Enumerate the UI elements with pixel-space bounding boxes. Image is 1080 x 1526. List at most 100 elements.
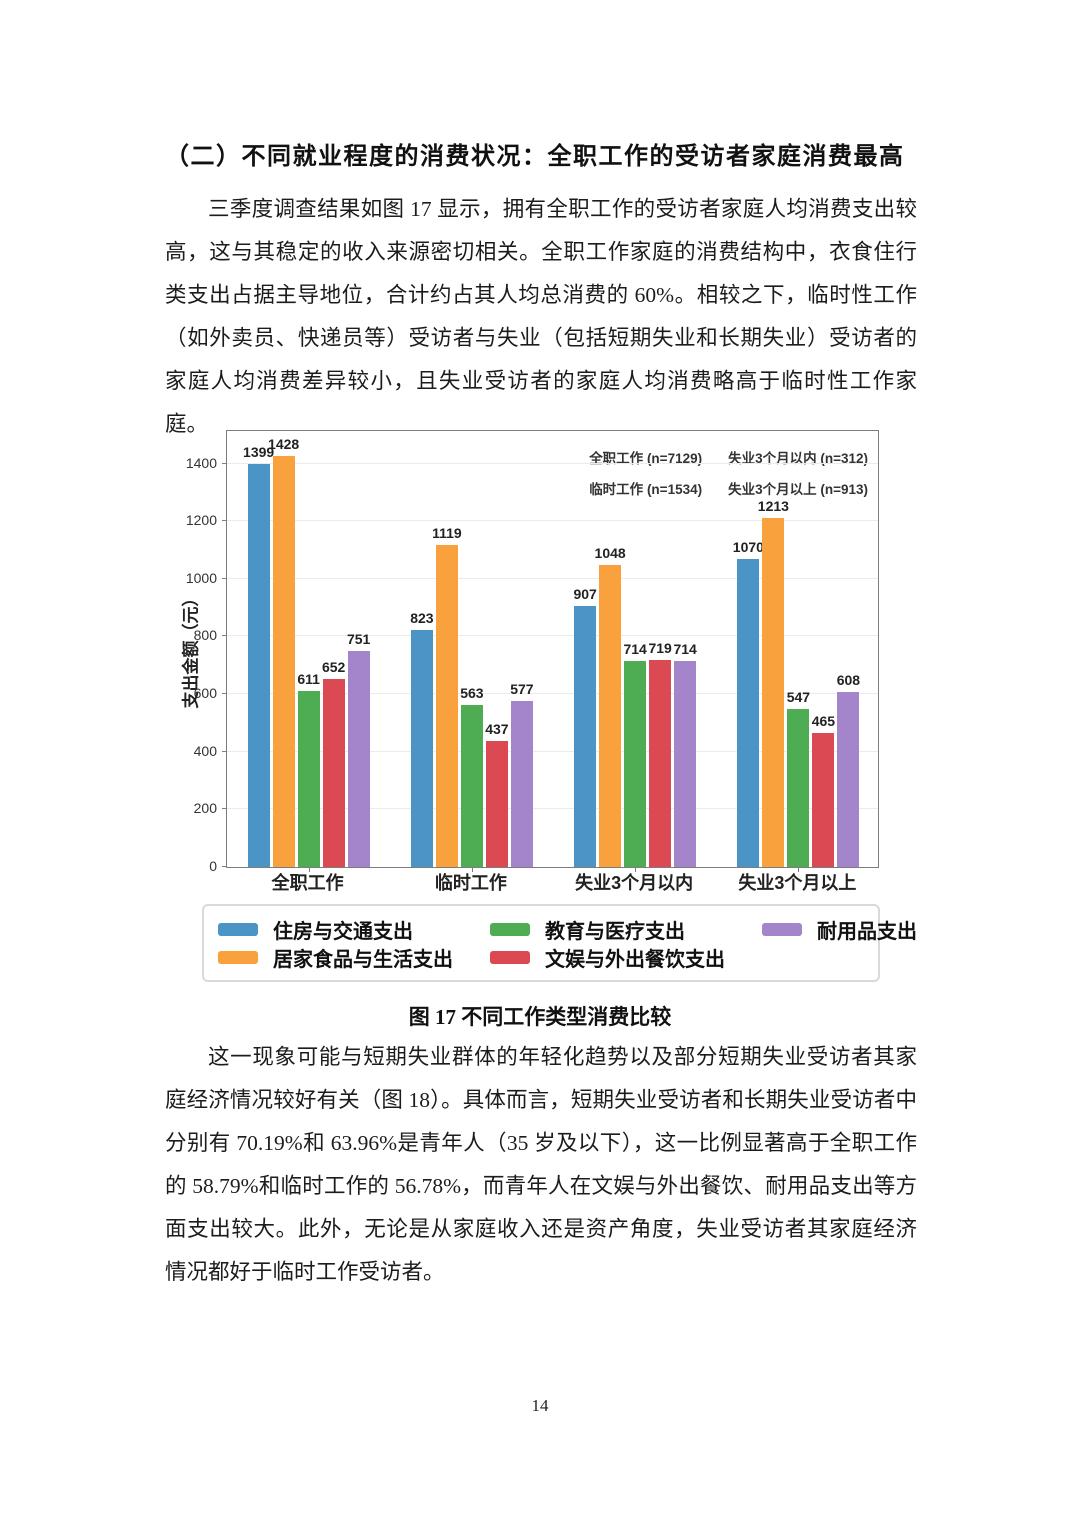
bar-居家食品与生活支出: 1428 [268, 436, 299, 867]
annotation-text: 全职工作 (n=7129) [589, 451, 703, 466]
bar [812, 733, 835, 867]
bar-value-label: 907 [573, 585, 597, 602]
bar-value-label: 1119 [432, 524, 462, 541]
y-tick-label: 1400 [185, 454, 217, 471]
bar [247, 463, 270, 867]
legend-label: 耐用品支出 [817, 920, 917, 943]
sample-size-annotation: 全职工作 (n=7129) 失业3个月以内 (n=312) 临时工作 (n=1534… [589, 447, 868, 498]
bar-value-label: 1399 [243, 443, 275, 460]
annotation-text: 临时工作 (n=1534) [589, 482, 703, 497]
y-tick-label: 600 [193, 685, 217, 702]
bar-value-label: 577 [510, 680, 534, 697]
legend-swatch [490, 922, 530, 936]
bar-value-label: 719 [648, 639, 672, 656]
bar-group: 1070 1213 547 465 608 [717, 431, 880, 867]
annotation-text: 失业3个月以上 (n=913) [728, 482, 868, 497]
x-tick-mark [798, 867, 800, 872]
gridline [227, 520, 878, 522]
y-tick-mark [222, 462, 227, 464]
chart-legend: 住房与交通支出 居家食品与生活支出 教育与医疗支出文娱与外出餐饮支出 耐用品支出 [202, 904, 917, 982]
legend-label: 文娱与外出餐饮支出 [545, 948, 725, 971]
x-category-label: 失业3个月以内 [575, 873, 694, 893]
bar-value-label: 714 [673, 641, 697, 658]
bar-文娱与外出餐饮支出: 437 [485, 721, 509, 867]
bar-value-label: 437 [485, 721, 509, 738]
gridline [227, 462, 878, 464]
chart-plot-area: 支出金额（元） 全职工作 (n=7129) 失业3个月以内 (n=312) 临时工作… [182, 430, 880, 874]
bar-教育与医疗支出: 714 [623, 641, 647, 867]
y-tick-mark [222, 520, 227, 522]
bar [460, 704, 483, 867]
bar-value-label: 611 [297, 670, 320, 687]
bar-value-label: 563 [460, 684, 484, 701]
bar-居家食品与生活支出: 1213 [758, 498, 789, 867]
x-category-label: 失业3个月以上 [738, 873, 857, 893]
paragraph-2: 这一现象可能与短期失业群体的年轻化趋势以及部分短期失业受访者其家庭经济情况较好有… [165, 1045, 917, 1284]
x-category-label: 全职工作 [271, 873, 344, 893]
legend-swatch [762, 922, 802, 936]
bar [272, 455, 295, 867]
bar [322, 679, 345, 867]
bar [649, 659, 672, 867]
legend-swatch [218, 922, 258, 936]
bar-value-label: 547 [786, 689, 811, 706]
bar-value-label: 608 [836, 671, 861, 688]
y-tick-label: 0 [209, 858, 217, 874]
bar-value-label: 714 [623, 641, 647, 658]
legend-item: 住房与交通支出 [218, 915, 490, 944]
gridline [227, 635, 878, 637]
annotation-text: 失业3个月以内 (n=312) [728, 451, 868, 466]
y-tick-mark [222, 693, 227, 695]
bar [837, 691, 860, 867]
x-tick-mark [635, 867, 637, 872]
legend-label: 住房与交通支出 [273, 920, 413, 943]
bar-文娱与外出餐饮支出: 652 [322, 659, 345, 867]
bar-value-label: 1048 [594, 545, 626, 561]
legend-item: 耐用品支出 [762, 915, 917, 944]
paragraph-1: 三季度调查结果如图 17 显示，拥有全职工作的受访者家庭人均消费支出较高，这与其… [165, 197, 917, 436]
gridline [227, 577, 878, 579]
y-tick-label: 1200 [185, 512, 217, 529]
bar-住房与交通支出: 1399 [243, 444, 274, 867]
legend-swatch [218, 950, 258, 964]
y-tick-label: 800 [193, 627, 217, 644]
bar-住房与交通支出: 823 [410, 610, 434, 867]
legend-item: 居家食品与生活支出 [218, 943, 490, 972]
bar-value-label: 465 [811, 713, 836, 729]
x-tick-mark [471, 867, 473, 872]
gridline [227, 693, 878, 695]
bar [599, 565, 622, 867]
bar-group: 907 1048 714 719 714 [554, 431, 717, 867]
x-tick-mark [308, 867, 310, 872]
y-tick-label: 1000 [185, 569, 217, 586]
legend-swatch [490, 950, 530, 964]
bar-教育与医疗支出: 547 [787, 689, 810, 867]
bar-居家食品与生活支出: 1119 [432, 525, 462, 867]
bar-group: 823 1119 563 437 577 [390, 431, 553, 867]
bar [574, 605, 597, 867]
section-heading: （二）不同就业程度的消费状况：全职工作的受访者家庭消费最高 [165, 143, 905, 170]
bar [485, 741, 508, 867]
bar-耐用品支出: 751 [347, 631, 370, 867]
bar [435, 544, 458, 867]
x-axis-labels: 全职工作 临时工作 失业3个月以内 失业3个月以上 [226, 868, 879, 896]
bar-文娱与外出餐饮支出: 465 [812, 713, 835, 867]
bar-value-label: 1070 [732, 538, 764, 555]
bar-住房与交通支出: 907 [573, 586, 597, 867]
legend-item: 教育与医疗支出 [490, 915, 762, 944]
bar-耐用品支出: 608 [837, 672, 860, 867]
figure-17: 支出金额（元） 全职工作 (n=7129) 失业3个月以内 (n=312) 临时工作… [182, 430, 917, 982]
bar-住房与交通支出: 1070 [733, 539, 764, 867]
bar-value-label: 751 [346, 630, 371, 647]
bar-居家食品与生活支出: 1048 [595, 545, 626, 867]
y-tick-mark [222, 577, 227, 579]
bar-group: 1399 1428 611 652 751 [227, 431, 390, 867]
bar-value-label: 823 [410, 609, 434, 626]
bar-value-label: 1213 [757, 497, 789, 514]
bar-教育与医疗支出: 563 [460, 685, 484, 867]
bar [737, 558, 760, 867]
bar-耐用品支出: 577 [510, 681, 534, 867]
bar-value-label: 1428 [268, 435, 300, 452]
gridline [227, 750, 878, 752]
